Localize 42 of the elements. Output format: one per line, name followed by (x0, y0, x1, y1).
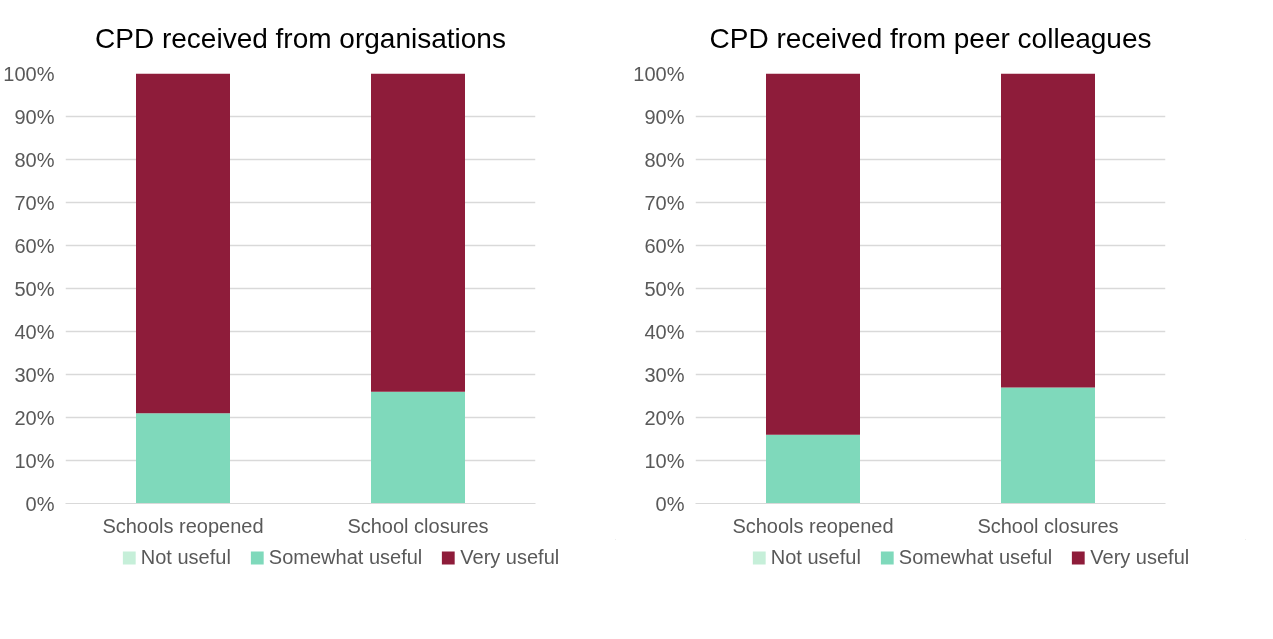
y-tick-label: 40% (644, 320, 685, 343)
y-tick-label: 60% (14, 234, 55, 257)
y-tick-label: 70% (644, 191, 685, 214)
chart-title: CPD received from peer colleagues (709, 22, 1152, 54)
y-tick-label: 50% (14, 277, 55, 300)
y-tick-label: 20% (644, 406, 685, 429)
bar (766, 73, 860, 435)
x-tick-label: Schools reopened (732, 514, 894, 537)
bar (371, 391, 465, 504)
y-tick-label: 80% (644, 148, 685, 171)
bar (1001, 387, 1095, 504)
y-tick-label: 90% (14, 105, 55, 128)
legend-label: Very useful (460, 545, 560, 569)
bar (136, 73, 230, 414)
y-tick-label: 0% (25, 492, 55, 515)
y-tick-label: 0% (655, 492, 685, 515)
x-tick-label: School closures (347, 514, 489, 537)
y-tick-label: 80% (14, 148, 55, 171)
legend-label: Very useful (1090, 545, 1190, 569)
y-tick-label: 10% (14, 449, 55, 472)
legend-label: Not useful (770, 545, 861, 569)
y-tick-label: 20% (14, 406, 55, 429)
bar (766, 434, 860, 504)
bar (136, 413, 230, 504)
y-tick-label: 60% (644, 234, 685, 257)
legend-label: Somewhat useful (898, 545, 1053, 569)
y-tick-label: 70% (14, 191, 55, 214)
x-tick-label: School closures (977, 514, 1119, 537)
chart-title: CPD received from organisations (95, 22, 506, 54)
bar (1001, 73, 1095, 388)
y-tick-label: 100% (633, 62, 685, 85)
y-tick-label: 100% (3, 62, 55, 85)
y-tick-label: 50% (644, 277, 685, 300)
y-tick-label: 30% (14, 363, 55, 386)
y-tick-label: 90% (644, 105, 685, 128)
y-tick-label: 30% (644, 363, 685, 386)
bar (371, 73, 465, 392)
x-tick-label: Schools reopened (102, 514, 264, 537)
y-tick-label: 10% (644, 449, 685, 472)
legend-label: Not useful (140, 545, 231, 569)
y-tick-label: 40% (14, 320, 55, 343)
legend-label: Somewhat useful (268, 545, 423, 569)
